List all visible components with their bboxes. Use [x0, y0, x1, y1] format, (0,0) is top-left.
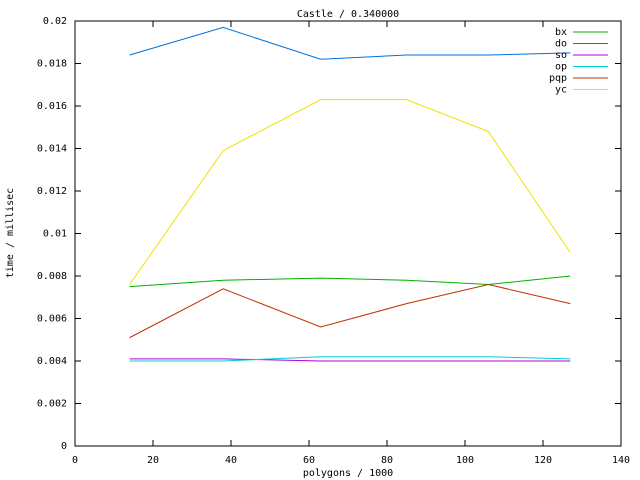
- x-tick-label: 120: [534, 455, 552, 466]
- legend-label: do: [555, 39, 567, 50]
- x-tick-label: 0: [72, 455, 78, 466]
- x-tick-label: 140: [612, 455, 630, 466]
- series-line: [129, 275, 571, 288]
- y-tick-label: 0.014: [37, 144, 67, 155]
- legend-label: op: [555, 62, 567, 73]
- series-line: [129, 283, 571, 339]
- y-tick-label: 0.02: [43, 16, 67, 27]
- series-line: [129, 356, 571, 362]
- y-tick-label: 0.004: [37, 356, 67, 367]
- y-tick-label: 0.008: [37, 271, 67, 282]
- y-tick-label: 0.016: [37, 101, 67, 112]
- x-tick-label: 100: [456, 455, 474, 466]
- legend-label: bx: [555, 27, 567, 38]
- x-tick-label: 20: [147, 455, 159, 466]
- x-tick-label: 60: [303, 455, 315, 466]
- x-tick-label: 80: [381, 455, 393, 466]
- y-tick-label: 0.006: [37, 314, 67, 325]
- plot-border: [74, 20, 622, 447]
- y-tick-label: 0.01: [43, 229, 67, 240]
- legend-label: yc: [555, 85, 567, 96]
- x-axis-label: polygons / 1000: [303, 468, 393, 479]
- y-axis-label: time / millisec: [5, 188, 16, 278]
- series-line: [129, 99, 571, 285]
- y-tick-label: 0.002: [37, 399, 67, 410]
- y-tick-label: 0.018: [37, 59, 67, 70]
- legend-label: pqp: [549, 73, 567, 84]
- legend-label: so: [555, 50, 567, 61]
- chart-title: Castle / 0.340000: [297, 9, 399, 20]
- series-line: [129, 26, 571, 60]
- x-tick-label: 40: [225, 455, 237, 466]
- series-line: [129, 358, 571, 362]
- y-tick-label: 0: [61, 441, 67, 452]
- y-tick-label: 0.012: [37, 186, 67, 197]
